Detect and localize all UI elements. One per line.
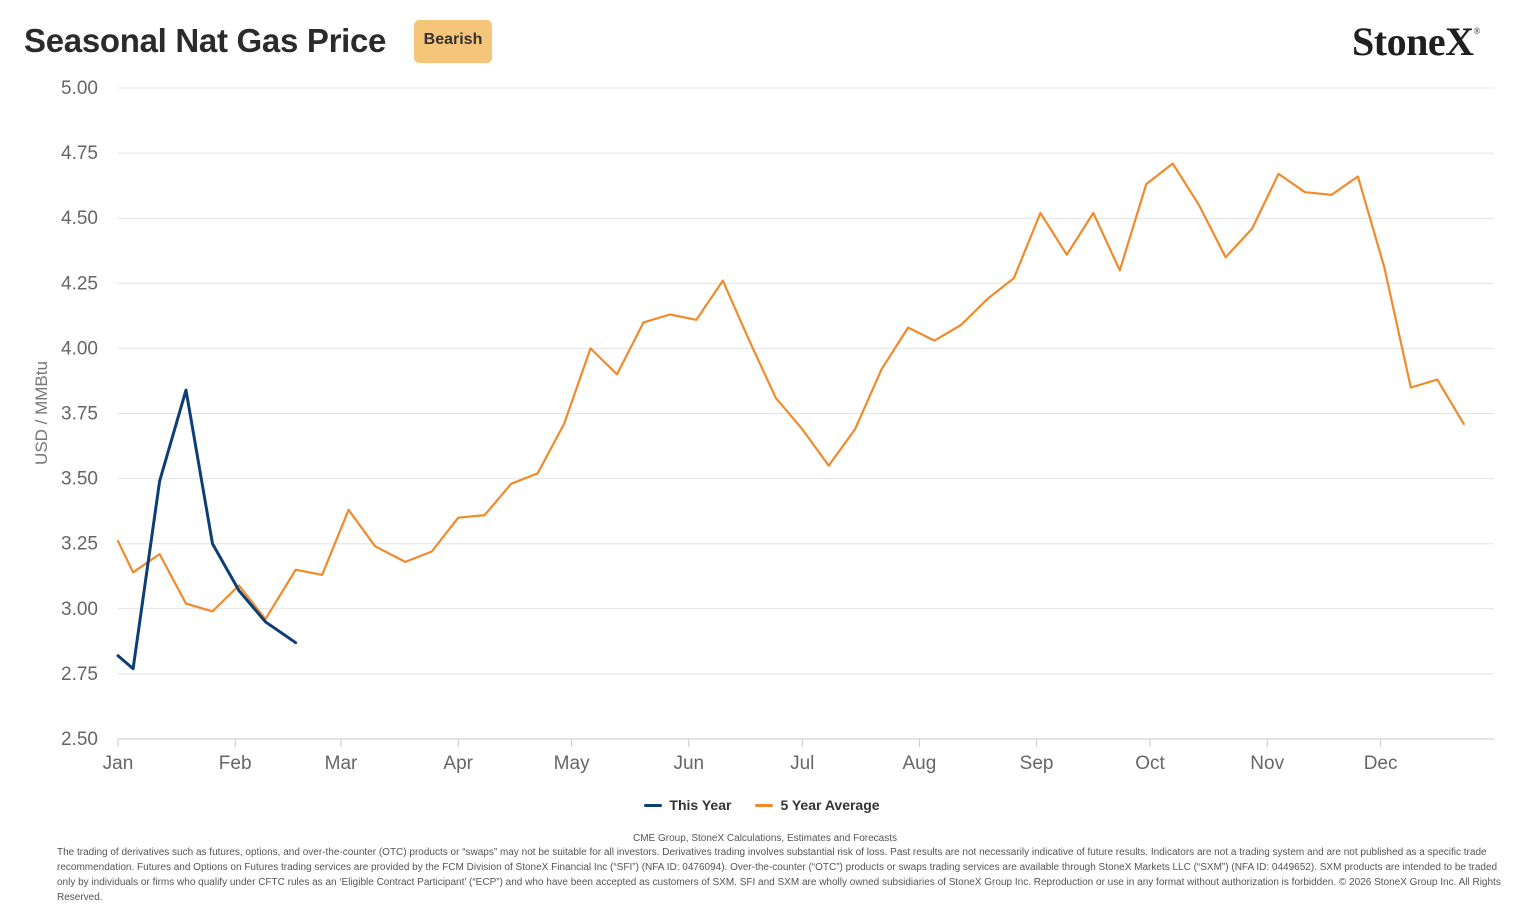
legend-label-this-year: This Year xyxy=(669,797,732,813)
x-tick-label: Nov xyxy=(1250,753,1284,774)
x-tick-label: Feb xyxy=(219,753,252,774)
x-tick-label: Dec xyxy=(1364,753,1398,774)
registered-mark: ® xyxy=(1473,26,1480,36)
y-axis-label: USD / MMBtu xyxy=(32,361,51,465)
x-tick-label: Sep xyxy=(1020,753,1054,774)
x-tick-label: May xyxy=(554,753,590,774)
legend-item-5-year-average[interactable]: 5 Year Average xyxy=(755,797,880,813)
legend: This Year 5 Year Average xyxy=(0,797,1518,813)
x-tick-label: Jul xyxy=(790,753,814,774)
brand-logo-text: StoneX xyxy=(1352,19,1474,64)
series-line-this-year[interactable] xyxy=(116,388,298,671)
disclaimer-text: The trading of derivatives such as futur… xyxy=(57,847,1501,903)
legend-swatch-5-year-average xyxy=(755,803,774,807)
y-tick-label: 3.75 xyxy=(61,404,98,425)
y-tick-label: 2.75 xyxy=(61,664,98,685)
sentiment-badge: Bearish xyxy=(414,20,492,63)
x-tick-label: Oct xyxy=(1135,753,1165,774)
x-tick-label: Apr xyxy=(443,753,473,774)
y-tick-label: 4.50 xyxy=(61,208,98,229)
y-tick-label: 5.00 xyxy=(61,78,98,99)
chart-title: Seasonal Nat Gas Price xyxy=(24,22,387,59)
grid-lines xyxy=(118,87,1494,740)
series-layer xyxy=(116,162,1465,671)
source-note: CME Group, StoneX Calculations, Estimate… xyxy=(632,833,897,844)
x-tick-label: Aug xyxy=(903,753,937,774)
y-tick-label: 3.00 xyxy=(61,599,98,620)
legend-swatch-this-year xyxy=(644,803,663,807)
y-tick-label: 3.25 xyxy=(61,534,98,555)
x-axis: Jan Feb Mar Apr May Jun Jul Aug Sep Oct Nov Dec xyxy=(103,739,1398,774)
x-tick-label: Jan xyxy=(103,753,134,774)
y-tick-label: 4.00 xyxy=(61,338,98,359)
y-axis: 2.50 2.75 3.00 3.25 3.50 3.75 4.00 4.25 4.50 4.75… xyxy=(61,78,98,750)
line-chart: 2.50 2.75 3.00 3.25 3.50 3.75 4.00 4.25 4.50 4.75… xyxy=(32,78,1494,774)
x-tick-label: Mar xyxy=(325,753,358,774)
y-tick-label: 2.50 xyxy=(61,729,98,750)
x-tick-label: Jun xyxy=(673,753,704,774)
y-tick-label: 4.25 xyxy=(61,273,98,294)
legend-item-this-year[interactable]: This Year xyxy=(644,797,731,813)
y-tick-label: 3.50 xyxy=(61,469,98,490)
brand-logo: StoneX® xyxy=(1352,18,1480,65)
series-line-5-year-average[interactable] xyxy=(116,162,1465,621)
legend-label-5-year-average: 5 Year Average xyxy=(780,797,880,813)
y-tick-label: 4.75 xyxy=(61,143,98,164)
